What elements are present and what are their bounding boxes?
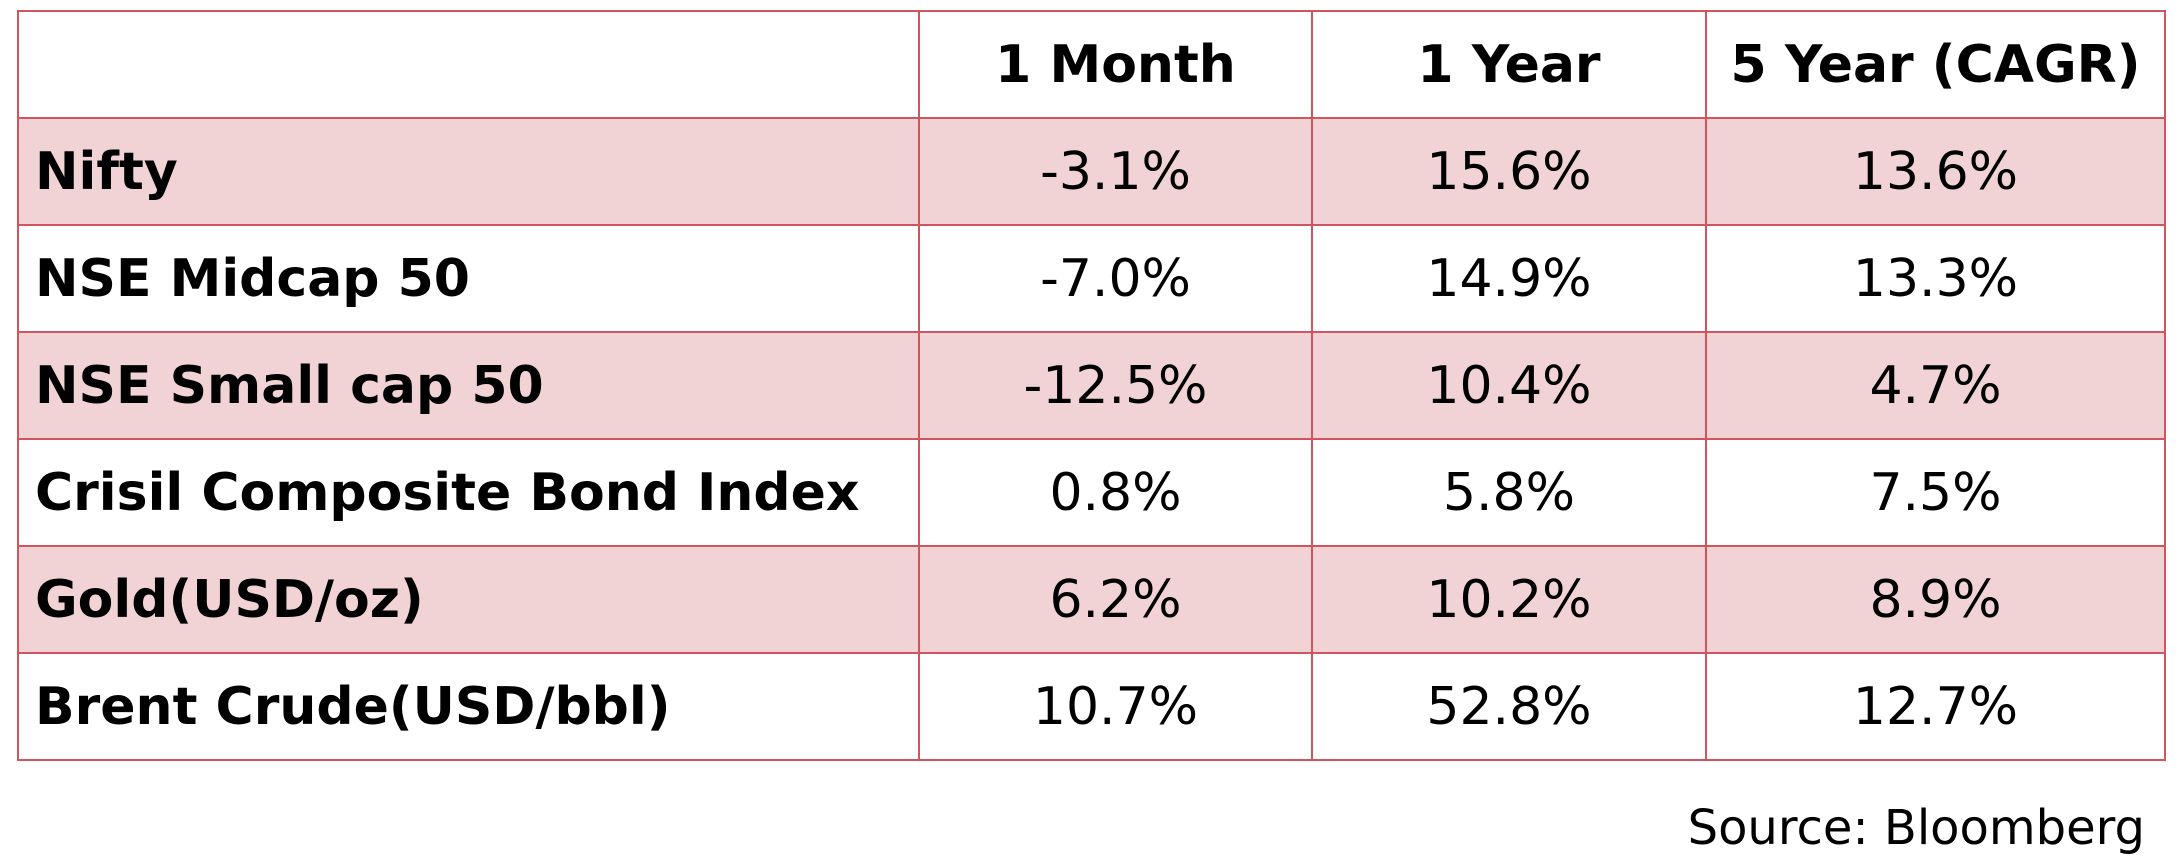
header-cell-empty (17, 10, 920, 119)
source-note: Source: Bloomberg (1687, 800, 2145, 856)
cell-5-year-cagr: 8.9% (1705, 545, 2166, 654)
cell-1-month: 6.2% (918, 545, 1313, 654)
cell-1-month: -3.1% (918, 117, 1313, 226)
cell-5-year-cagr: 4.7% (1705, 331, 2166, 440)
row-label: Nifty (17, 117, 920, 226)
header-cell-1-month: 1 Month (918, 10, 1313, 119)
cell-1-month: 0.8% (918, 438, 1313, 547)
table-row: Gold(USD/oz) 6.2% 10.2% 8.9% (17, 545, 2166, 654)
cell-5-year-cagr: 13.3% (1705, 224, 2166, 333)
cell-5-year-cagr: 13.6% (1705, 117, 2166, 226)
table-row: NSE Small cap 50 -12.5% 10.4% 4.7% (17, 331, 2166, 440)
cell-1-year: 5.8% (1311, 438, 1707, 547)
cell-5-year-cagr: 7.5% (1705, 438, 2166, 547)
cell-5-year-cagr: 12.7% (1705, 652, 2166, 761)
cell-1-month: -7.0% (918, 224, 1313, 333)
table-row: Brent Crude(USD/bbl) 10.7% 52.8% 12.7% (17, 652, 2166, 761)
cell-1-year: 10.2% (1311, 545, 1707, 654)
cell-1-year: 52.8% (1311, 652, 1707, 761)
header-cell-1-year: 1 Year (1311, 10, 1707, 119)
row-label: Crisil Composite Bond Index (17, 438, 920, 547)
row-label: NSE Small cap 50 (17, 331, 920, 440)
cell-1-month: -12.5% (918, 331, 1313, 440)
row-label: Gold(USD/oz) (17, 545, 920, 654)
returns-table: 1 Month 1 Year 5 Year (CAGR) Nifty -3.1%… (17, 10, 2166, 761)
row-label: NSE Midcap 50 (17, 224, 920, 333)
header-row: 1 Month 1 Year 5 Year (CAGR) (17, 10, 2166, 119)
cell-1-month: 10.7% (918, 652, 1313, 761)
header-cell-5-year-cagr: 5 Year (CAGR) (1705, 10, 2166, 119)
table-row: NSE Midcap 50 -7.0% 14.9% 13.3% (17, 224, 2166, 333)
table-row: Crisil Composite Bond Index 0.8% 5.8% 7.… (17, 438, 2166, 547)
cell-1-year: 10.4% (1311, 331, 1707, 440)
cell-1-year: 15.6% (1311, 117, 1707, 226)
cell-1-year: 14.9% (1311, 224, 1707, 333)
row-label: Brent Crude(USD/bbl) (17, 652, 920, 761)
table-row: Nifty -3.1% 15.6% 13.6% (17, 117, 2166, 226)
